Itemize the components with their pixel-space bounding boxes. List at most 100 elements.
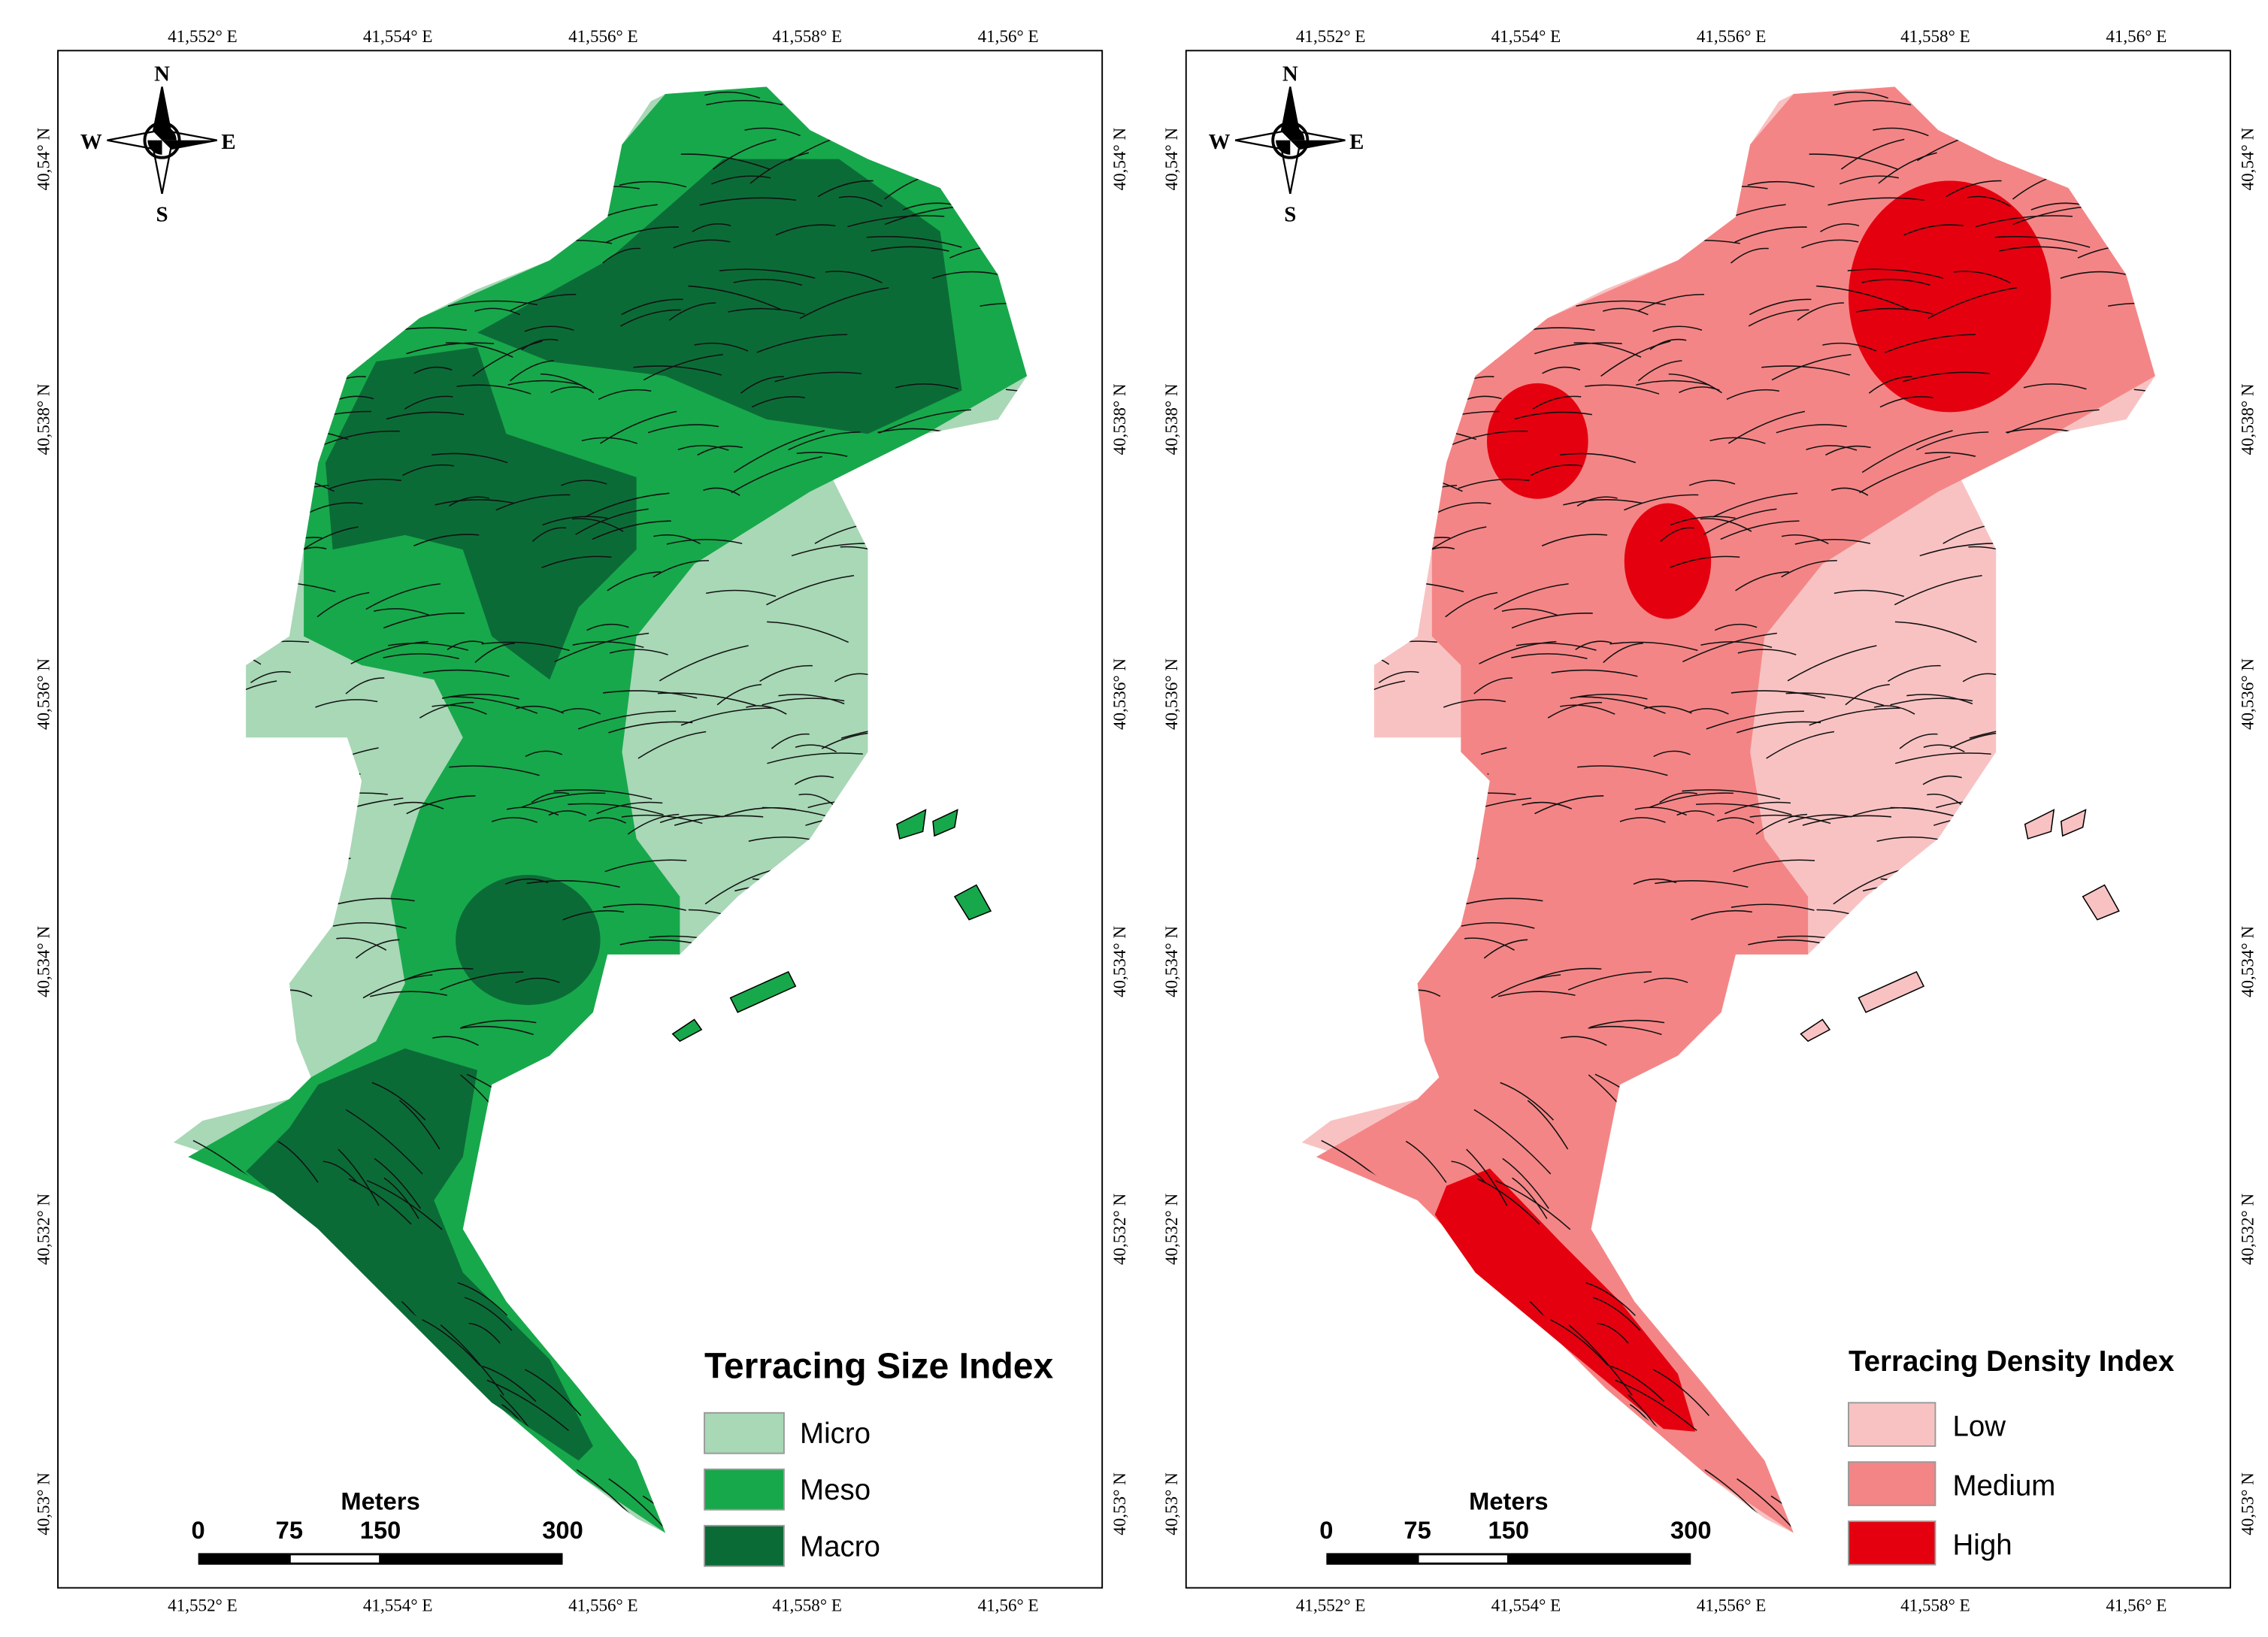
compass-star — [162, 140, 217, 150]
zone-top — [1434, 1168, 1696, 1432]
compass-s: S — [1284, 202, 1296, 226]
terrace-line — [711, 175, 771, 185]
terrace-line — [1494, 1179, 1571, 1230]
terrace-line — [716, 683, 762, 706]
terrace-line — [542, 516, 607, 526]
terrace-line — [1730, 247, 1769, 264]
terrace-line — [495, 494, 571, 511]
x-tick-label: 41,552° E — [168, 1595, 238, 1614]
compass-w: W — [80, 130, 102, 154]
scale-label: 300 — [542, 1516, 583, 1544]
terrace-line — [740, 376, 784, 394]
y-tick-label: 40,54° N — [33, 128, 53, 191]
map-frame — [57, 50, 1104, 1589]
terrace-line — [1619, 817, 1666, 823]
zone-top — [1624, 503, 1712, 619]
island — [1800, 1018, 1831, 1042]
scale-label: 0 — [192, 1516, 205, 1544]
terrace-line — [321, 430, 400, 446]
terrace-line — [315, 699, 378, 708]
terrace-line — [1706, 710, 1804, 730]
scale-label: 0 — [1319, 1516, 1333, 1544]
terrace-line — [1700, 641, 1773, 649]
terrace-line — [1691, 909, 1752, 921]
terrace-line — [1771, 353, 1852, 381]
compass-ring — [1271, 121, 1310, 159]
terrace-line — [350, 640, 428, 664]
terrace-line — [637, 731, 707, 759]
terrace-line — [406, 342, 495, 355]
terrace-line — [1578, 696, 1666, 714]
terrace-line — [774, 371, 862, 383]
terrace-line — [1567, 971, 1652, 991]
y-tick-label: 40,53° N — [1110, 1472, 1129, 1536]
terrace-line — [1878, 152, 1937, 184]
terrace-line — [931, 271, 998, 279]
terrace-line — [1703, 508, 1777, 535]
terrace-line — [728, 307, 805, 315]
terrace-line — [688, 285, 782, 310]
y-tick-label: 40,534° N — [1110, 926, 1129, 997]
zone-top — [1486, 383, 1588, 499]
island — [932, 809, 958, 837]
terrace-line — [1527, 1100, 1569, 1150]
terrace-line — [554, 632, 650, 663]
terrace-line — [1724, 801, 1791, 815]
terrace-line — [1679, 386, 1720, 393]
terrace-line — [596, 801, 663, 815]
terrace-line — [374, 608, 430, 616]
island — [1858, 970, 1925, 1013]
x-tick-label: 41,556° E — [1697, 26, 1767, 46]
terrace-line — [1806, 445, 1858, 451]
x-tick-label: 41,558° E — [772, 26, 842, 46]
x-tick-label: 41,56° E — [2106, 1595, 2167, 1614]
terrace-line — [866, 235, 962, 248]
terrace-line — [1682, 632, 1777, 663]
terrace-line — [751, 396, 805, 408]
terrace-line — [550, 386, 592, 393]
terrace-line — [386, 411, 465, 420]
terrace-line — [677, 445, 729, 451]
terrace-line — [1922, 775, 1962, 785]
terrace-line — [733, 430, 825, 474]
terrace-line — [1903, 224, 1964, 236]
terrace-line — [697, 445, 743, 456]
terrace-line — [1720, 520, 1800, 540]
terrace-line — [603, 690, 698, 699]
legend-label: Medium — [1953, 1469, 2056, 1502]
legend-swatch — [704, 1412, 785, 1454]
compass-star — [1290, 140, 1346, 150]
terrace-line — [719, 268, 816, 279]
terrace-line — [1501, 608, 1558, 616]
scale-label: 150 — [360, 1516, 401, 1544]
terrace-line — [1451, 1160, 1485, 1183]
terrace-line — [329, 478, 401, 489]
y-tick-label: 40,538° N — [1110, 383, 1129, 455]
terrace-line — [756, 334, 848, 353]
terrace-line — [1825, 445, 1871, 456]
terrace-line — [445, 342, 513, 358]
terrace-line — [459, 1025, 534, 1036]
terrace-line — [1549, 1319, 1609, 1366]
zone-top — [246, 1048, 593, 1461]
terrace-line — [1577, 765, 1668, 776]
y-tick-label: 40,538° N — [1161, 383, 1181, 455]
terrace-line — [371, 1082, 426, 1121]
terrace-line — [608, 1478, 679, 1533]
terrace-line — [1696, 803, 1792, 815]
terrace-line — [374, 1157, 422, 1209]
terrace-line — [365, 582, 441, 610]
terrace-line — [1624, 494, 1699, 511]
terrace-line — [1660, 527, 1695, 543]
terrace-line — [1541, 534, 1608, 546]
terrace-line — [336, 937, 387, 951]
terrace-line — [1737, 1478, 1806, 1533]
y-tick-label: 40,532° N — [33, 1194, 53, 1265]
terrace-line — [1461, 921, 1535, 929]
terrace-line — [1890, 697, 1973, 706]
x-tick-label: 41,558° E — [772, 1595, 842, 1614]
scale-label: 75 — [276, 1516, 303, 1544]
terrace-line — [1839, 175, 1899, 185]
y-tick-label: 40,534° N — [2238, 926, 2257, 997]
terrace-line — [724, 806, 797, 816]
